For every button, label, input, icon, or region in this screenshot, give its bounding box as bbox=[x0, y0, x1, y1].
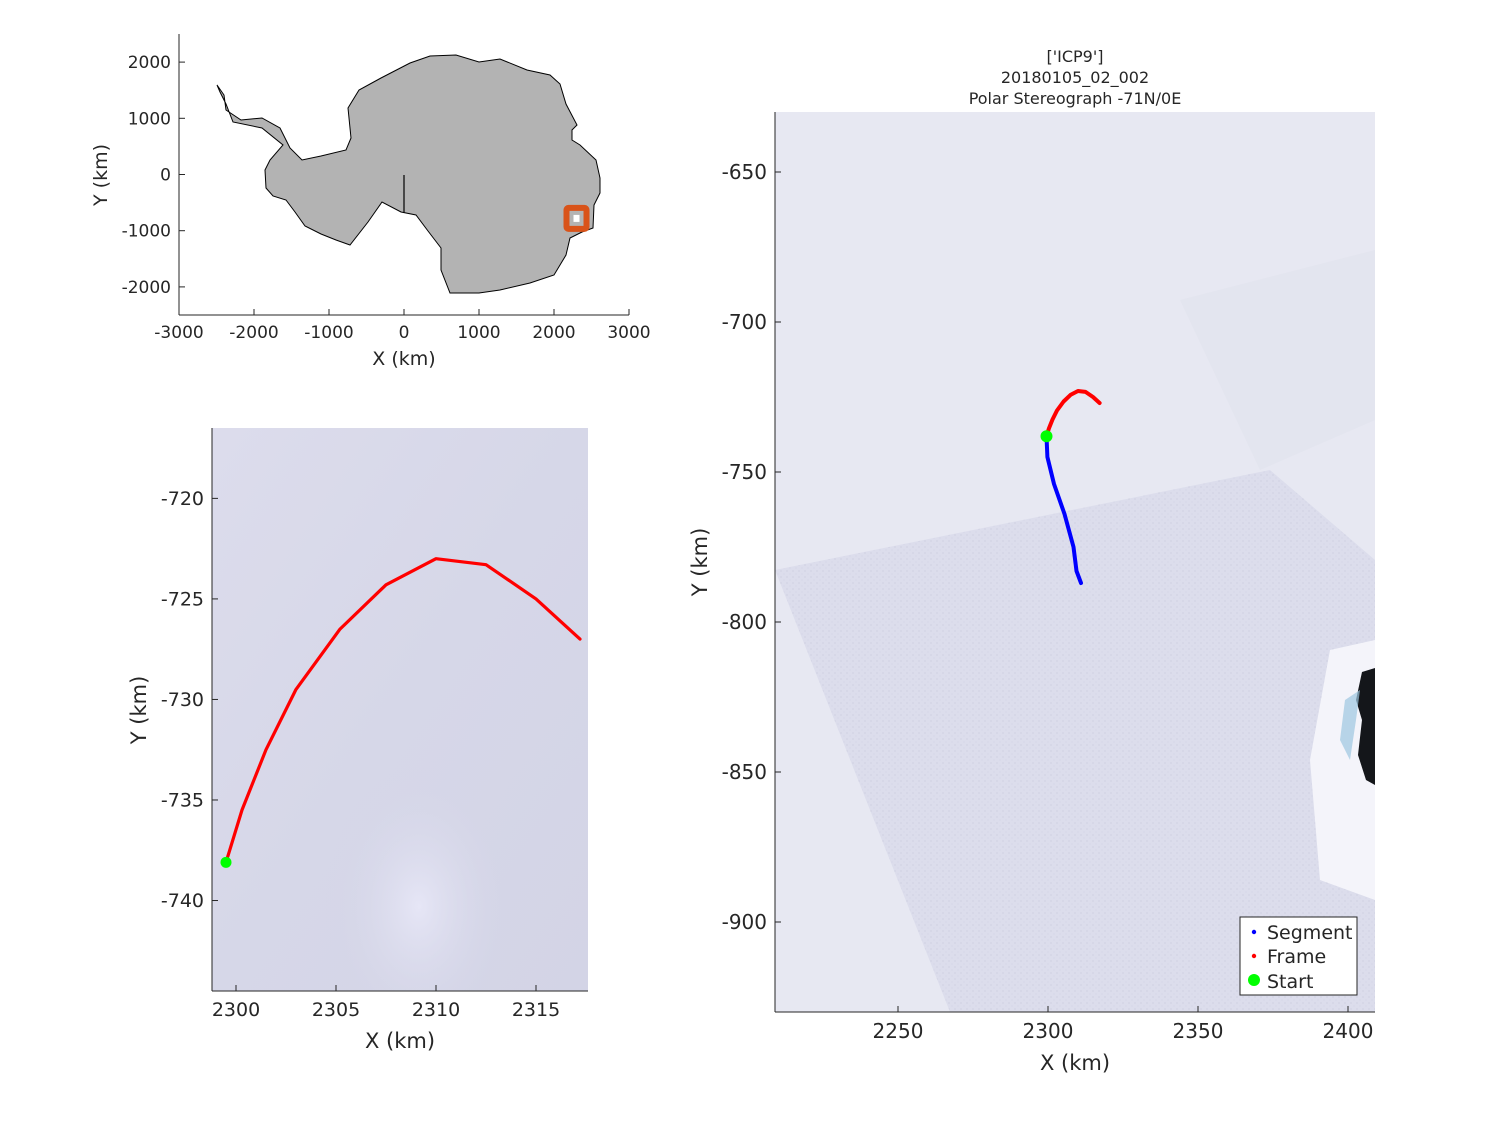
overview-x-tick-label: -3000 bbox=[154, 323, 203, 343]
main-rock-outcrop bbox=[1356, 668, 1375, 785]
overview-marker-center bbox=[573, 214, 580, 222]
main-xlabel: X (km) bbox=[1040, 1051, 1110, 1075]
overview-x-tick-label: 3000 bbox=[607, 323, 650, 343]
overview-x-tick-label: -2000 bbox=[229, 323, 278, 343]
legend-frame-label: Frame bbox=[1267, 946, 1326, 968]
zoom-xlabel: X (km) bbox=[365, 1029, 435, 1053]
main-title-line-3: Polar Stereograph -71N/0E bbox=[969, 89, 1182, 108]
zoom-x-tick-label: 2305 bbox=[312, 999, 360, 1021]
legend-start-marker bbox=[1248, 974, 1260, 986]
main-y-tick-label: -850 bbox=[722, 760, 767, 784]
main-title-line-2: 20180105_02_002 bbox=[1001, 68, 1149, 88]
legend-frame-marker bbox=[1251, 953, 1257, 959]
zoom-y-tick-label: -740 bbox=[161, 890, 204, 912]
main-x-tick-label: 2250 bbox=[873, 1019, 924, 1043]
main-segment-track bbox=[1044, 434, 1083, 585]
main-panel: 2250 2300 2350 2400 -650 -700 -750 -800 -850 -900… bbox=[688, 47, 1375, 1075]
main-title-line-1: ['ICP9'] bbox=[1047, 47, 1104, 66]
zoom-start-marker bbox=[220, 856, 232, 868]
zoom-y-tick-label: -730 bbox=[161, 689, 204, 711]
main-y-tick-label: -750 bbox=[722, 460, 767, 484]
zoom-ylabel: Y (km) bbox=[127, 676, 151, 746]
zoom-panel: 2300 2305 2310 2315 -720 -725 -730 -735 -740 X (… bbox=[127, 428, 588, 1053]
overview-y-tick-label: -2000 bbox=[122, 278, 171, 298]
legend-start-label: Start bbox=[1267, 971, 1313, 993]
main-start-marker bbox=[1040, 430, 1053, 443]
main-ylabel: Y (km) bbox=[688, 528, 712, 598]
antarctica-landmass bbox=[216, 54, 601, 294]
main-y-tick-label: -900 bbox=[722, 910, 767, 934]
overview-map: -3000 -2000 -1000 0 1000 2000 3000 2000 1000 0 -10… bbox=[90, 34, 651, 370]
overview-y-tick-label: 0 bbox=[160, 165, 171, 185]
main-axes: 2250 2300 2350 2400 -650 -700 -750 -800 -850 -900 bbox=[722, 112, 1375, 1043]
zoom-x-tick-label: 2300 bbox=[212, 999, 260, 1021]
zoom-axes: 2300 2305 2310 2315 -720 -725 -730 -735 -740 bbox=[161, 428, 588, 1021]
overview-x-tick-label: 2000 bbox=[532, 323, 575, 343]
zoom-x-tick-label: 2310 bbox=[412, 999, 460, 1021]
zoom-x-tick-label: 2315 bbox=[512, 999, 560, 1021]
zoom-y-tick-label: -725 bbox=[161, 589, 204, 611]
main-legend: Segment Frame Start bbox=[1239, 916, 1358, 996]
overview-y-tick-label: 2000 bbox=[128, 53, 171, 73]
overview-axes: -3000 -2000 -1000 0 1000 2000 3000 2000 1000 0 -10… bbox=[122, 34, 651, 343]
zoom-y-tick-label: -720 bbox=[161, 488, 204, 510]
overview-x-tick-label: 0 bbox=[399, 323, 410, 343]
overview-location-marker bbox=[563, 204, 590, 232]
zoom-y-tick-label: -735 bbox=[161, 790, 204, 812]
zoom-imagery-glow bbox=[212, 428, 588, 991]
overview-y-tick-label: -1000 bbox=[122, 222, 171, 242]
main-y-tick-label: -700 bbox=[722, 310, 767, 334]
overview-x-tick-label: 1000 bbox=[457, 323, 500, 343]
main-x-tick-label: 2400 bbox=[1323, 1019, 1374, 1043]
main-y-tick-label: -800 bbox=[722, 610, 767, 634]
overview-x-tick-label: -1000 bbox=[304, 323, 353, 343]
legend-segment-label: Segment bbox=[1267, 922, 1353, 944]
main-frame-track bbox=[1044, 389, 1102, 439]
main-x-tick-label: 2300 bbox=[1023, 1019, 1074, 1043]
zoom-frame-track bbox=[224, 557, 582, 864]
overview-xlabel: X (km) bbox=[372, 348, 435, 370]
main-y-tick-label: -650 bbox=[722, 160, 767, 184]
legend-segment-marker bbox=[1251, 929, 1257, 935]
main-x-tick-label: 2350 bbox=[1173, 1019, 1224, 1043]
overview-y-tick-label: 1000 bbox=[128, 109, 171, 129]
overview-ylabel: Y (km) bbox=[90, 144, 112, 207]
overview-marker-box bbox=[563, 204, 590, 232]
